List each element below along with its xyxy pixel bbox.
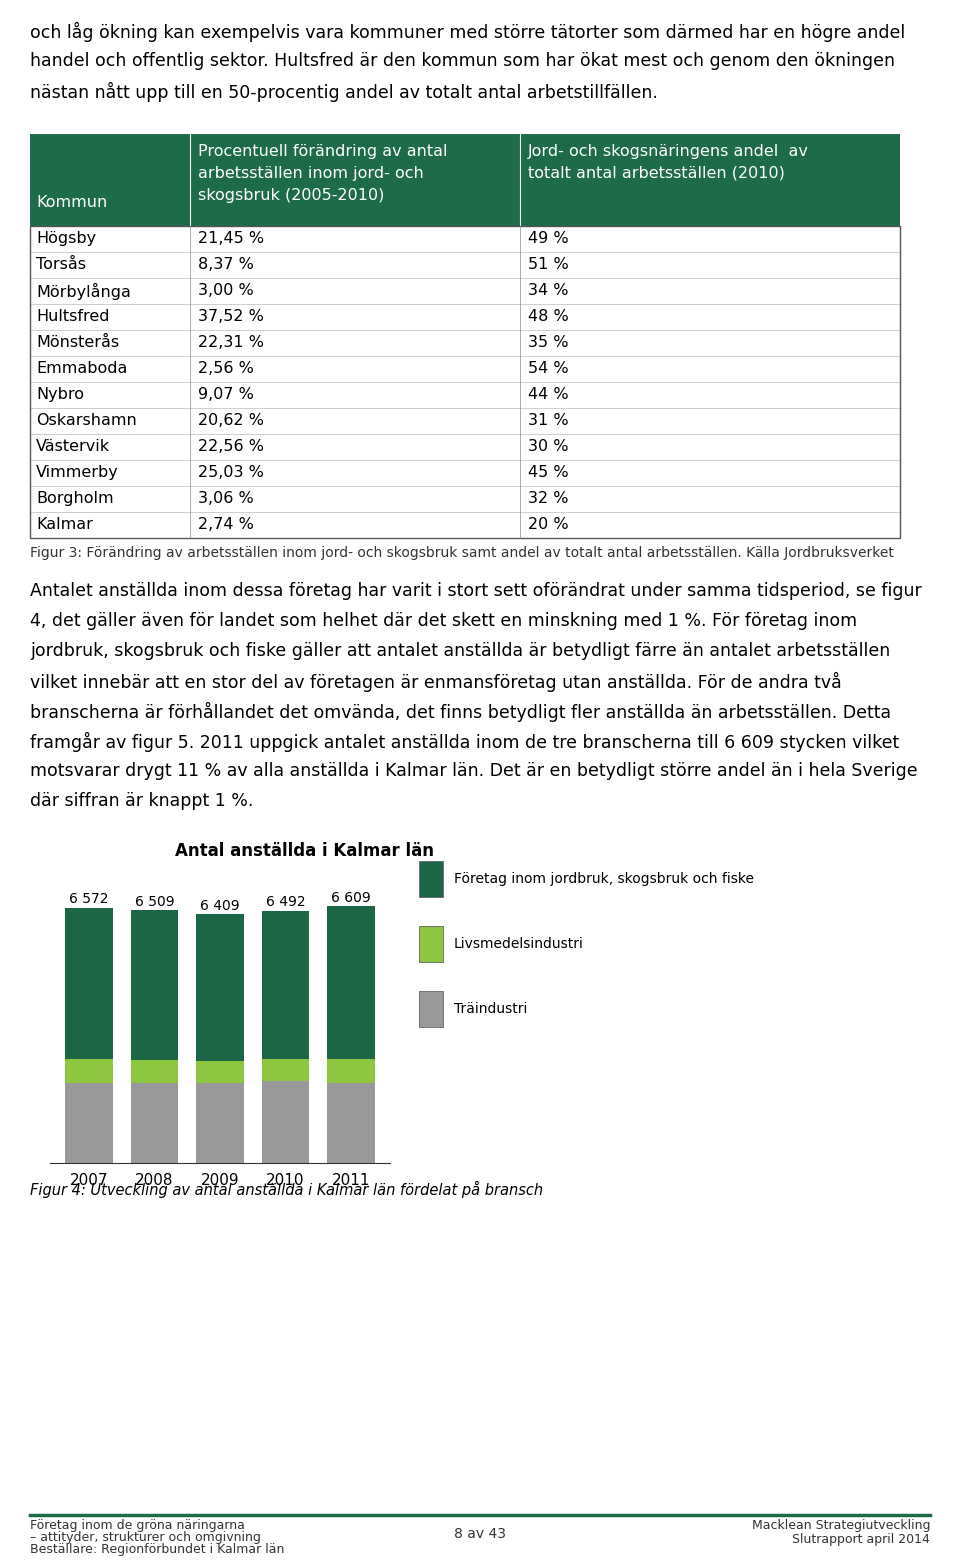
Text: 4, det gäller även för landet som helhet där det skett en minskning med 1 %. För: 4, det gäller även för landet som helhet…: [30, 613, 857, 630]
Text: Antalet anställda inom dessa företag har varit i stort sett oförändrat under sam: Antalet anställda inom dessa företag har…: [30, 581, 922, 600]
Bar: [65, 1060, 112, 1083]
Text: Oskarshamn: Oskarshamn: [36, 413, 136, 428]
Text: Beställare: Regionförbundet i Kalmar län: Beställare: Regionförbundet i Kalmar län: [30, 1543, 284, 1557]
Text: 6 609: 6 609: [331, 891, 371, 905]
Text: 45 %: 45 %: [528, 466, 568, 480]
Text: branscherna är förhållandet det omvända, det finns betydligt fler anställda än a: branscherna är förhållandet det omvända,…: [30, 702, 891, 722]
Bar: [65, 1083, 112, 1163]
Text: Kommun: Kommun: [36, 195, 108, 209]
Text: 22,31 %: 22,31 %: [198, 334, 264, 350]
Bar: [419, 925, 444, 963]
Bar: [131, 910, 179, 1060]
Text: Borgholm: Borgholm: [36, 491, 113, 506]
Bar: [30, 227, 900, 538]
Text: framgår av figur 5. 2011 uppgick antalet anställda inom de tre branscherna till : framgår av figur 5. 2011 uppgick antalet…: [30, 731, 900, 752]
Text: 54 %: 54 %: [528, 361, 568, 377]
Bar: [197, 914, 244, 1061]
Text: 3,00 %: 3,00 %: [198, 283, 253, 299]
Text: 2,74 %: 2,74 %: [198, 517, 253, 531]
Bar: [131, 1083, 179, 1163]
Text: handel och offentlig sektor. Hultsfred är den kommun som har ökat mest och genom: handel och offentlig sektor. Hultsfred ä…: [30, 52, 895, 70]
Bar: [262, 1058, 309, 1082]
Text: Emmaboda: Emmaboda: [36, 361, 128, 377]
Text: 21,45 %: 21,45 %: [198, 231, 264, 245]
Text: jordbruk, skogsbruk och fiske gäller att antalet anställda är betydligt färre än: jordbruk, skogsbruk och fiske gäller att…: [30, 642, 890, 660]
Text: 44 %: 44 %: [528, 388, 568, 402]
Text: 34 %: 34 %: [528, 283, 568, 299]
Text: Jord- och skogsnäringens andel  av: Jord- och skogsnäringens andel av: [528, 144, 809, 159]
Text: 35 %: 35 %: [528, 334, 568, 350]
Text: 6 509: 6 509: [134, 894, 175, 908]
Text: totalt antal arbetsställen (2010): totalt antal arbetsställen (2010): [528, 166, 785, 181]
Bar: [262, 1082, 309, 1163]
Bar: [327, 907, 374, 1060]
Bar: [197, 1083, 244, 1163]
Bar: [262, 911, 309, 1058]
Text: 20,62 %: 20,62 %: [198, 413, 264, 428]
Text: 32 %: 32 %: [528, 491, 568, 506]
Text: 20 %: 20 %: [528, 517, 568, 531]
Text: Procentuell förändring av antal: Procentuell förändring av antal: [198, 144, 447, 159]
Text: Vimmerby: Vimmerby: [36, 466, 119, 480]
Text: 6 492: 6 492: [266, 896, 305, 910]
Bar: [65, 908, 112, 1060]
Text: 2,56 %: 2,56 %: [198, 361, 253, 377]
Bar: [30, 134, 900, 227]
Text: Nybro: Nybro: [36, 388, 84, 402]
Text: – attityder, strukturer och omgivning: – attityder, strukturer och omgivning: [30, 1532, 261, 1544]
Text: 31 %: 31 %: [528, 413, 568, 428]
Bar: [327, 1083, 374, 1163]
Bar: [419, 991, 444, 1027]
Text: vilket innebär att en stor del av företagen är enmansföretag utan anställda. För: vilket innebär att en stor del av företa…: [30, 672, 842, 692]
Text: nästan nått upp till en 50-procentig andel av totalt antal arbetstillfällen.: nästan nått upp till en 50-procentig and…: [30, 81, 658, 102]
Text: Figur 4: Utveckling av antal anställda i Kalmar län fördelat på bransch: Figur 4: Utveckling av antal anställda i…: [30, 1182, 543, 1197]
Text: arbetsställen inom jord- och: arbetsställen inom jord- och: [198, 166, 423, 181]
Bar: [419, 861, 444, 897]
Text: 6 572: 6 572: [69, 892, 108, 907]
Text: Hultsfred: Hultsfred: [36, 309, 109, 324]
Text: 22,56 %: 22,56 %: [198, 439, 264, 453]
Text: och låg ökning kan exempelvis vara kommuner med större tätorter som därmed har e: och låg ökning kan exempelvis vara kommu…: [30, 22, 905, 42]
Text: 37,52 %: 37,52 %: [198, 309, 264, 324]
Text: Träindustri: Träindustri: [454, 1002, 527, 1016]
Text: 49 %: 49 %: [528, 231, 568, 245]
Text: Företag inom de gröna näringarna: Företag inom de gröna näringarna: [30, 1519, 245, 1532]
Text: Västervik: Västervik: [36, 439, 110, 453]
Text: skogsbruk (2005-2010): skogsbruk (2005-2010): [198, 188, 384, 203]
Text: 8 av 43: 8 av 43: [454, 1527, 506, 1541]
Text: Torsås: Torsås: [36, 256, 86, 272]
Text: 25,03 %: 25,03 %: [198, 466, 264, 480]
Text: Mörbylånga: Mörbylånga: [36, 283, 131, 300]
Bar: [197, 1061, 244, 1083]
Text: 3,06 %: 3,06 %: [198, 491, 253, 506]
Bar: [131, 1060, 179, 1083]
Text: motsvarar drygt 11 % av alla anställda i Kalmar län. Det är en betydligt större : motsvarar drygt 11 % av alla anställda i…: [30, 763, 918, 780]
Text: Högsby: Högsby: [36, 231, 96, 245]
Text: Företag inom jordbruk, skogsbruk och fiske: Företag inom jordbruk, skogsbruk och fis…: [454, 872, 754, 886]
Text: 48 %: 48 %: [528, 309, 568, 324]
Text: 51 %: 51 %: [528, 256, 568, 272]
Text: där siffran är knappt 1 %.: där siffran är knappt 1 %.: [30, 792, 253, 810]
Text: 8,37 %: 8,37 %: [198, 256, 253, 272]
Text: Kalmar: Kalmar: [36, 517, 93, 531]
Text: 30 %: 30 %: [528, 439, 568, 453]
Text: Figur 3: Förändring av arbetsställen inom jord- och skogsbruk samt andel av tota: Figur 3: Förändring av arbetsställen ino…: [30, 545, 894, 560]
Bar: [327, 1060, 374, 1083]
Text: Antal anställda i Kalmar län: Antal anställda i Kalmar län: [175, 842, 434, 860]
Text: Mönsterås: Mönsterås: [36, 334, 119, 350]
Text: Slutrapport april 2014: Slutrapport april 2014: [792, 1533, 930, 1546]
Text: Macklean Strategiutveckling: Macklean Strategiutveckling: [752, 1519, 930, 1532]
Text: Livsmedelsindustri: Livsmedelsindustri: [454, 936, 584, 950]
Text: 6 409: 6 409: [201, 899, 240, 913]
Text: 9,07 %: 9,07 %: [198, 388, 253, 402]
